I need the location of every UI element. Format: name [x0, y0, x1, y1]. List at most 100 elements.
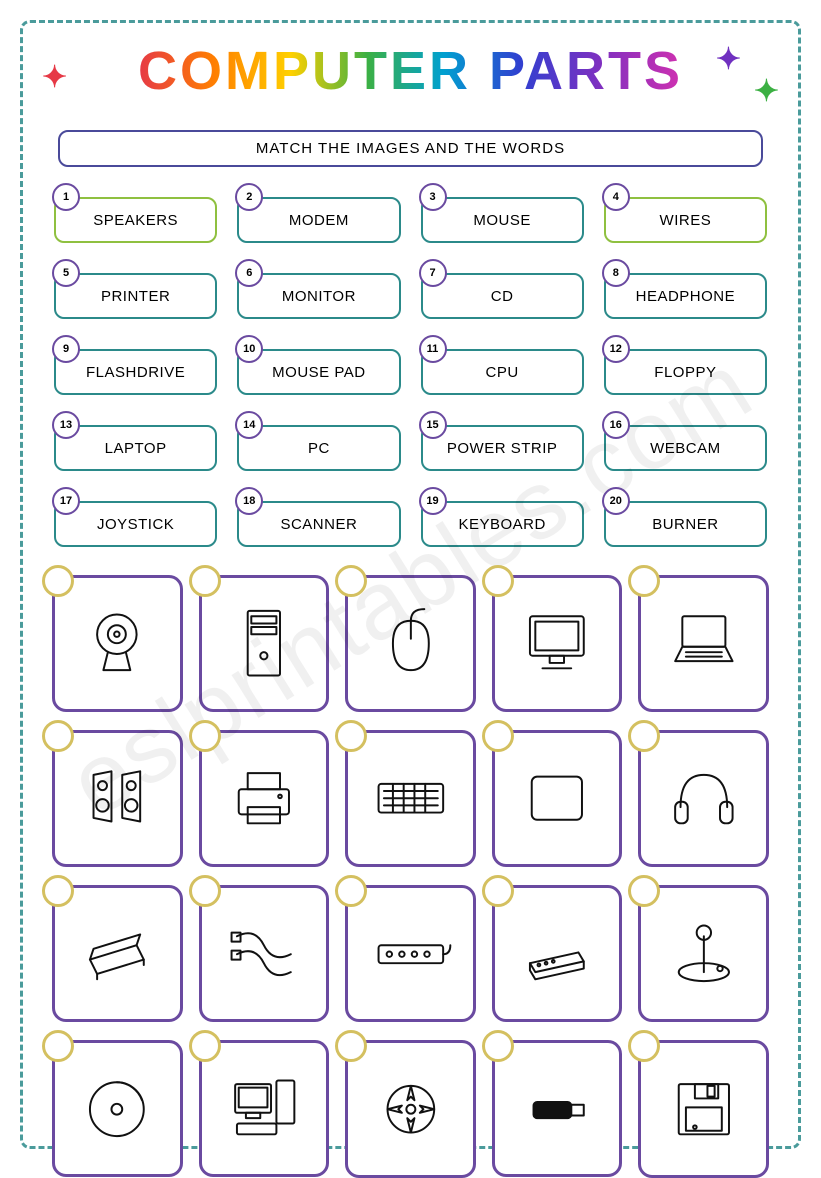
word-box: SCANNER: [237, 501, 400, 547]
number-badge: 5: [52, 259, 80, 287]
answer-badge[interactable]: [482, 720, 514, 752]
word-cell: 18SCANNER: [237, 491, 400, 547]
cd-icon: [52, 1040, 183, 1177]
sparkle-icon: ✦: [42, 60, 67, 95]
images-grid: [48, 575, 773, 1178]
answer-badge[interactable]: [189, 875, 221, 907]
webcam-icon: [52, 575, 183, 712]
image-cell: [199, 730, 330, 867]
burner-icon: [345, 1040, 476, 1177]
word-cell: 7CD: [421, 263, 584, 319]
floppy-icon: [638, 1040, 769, 1177]
number-badge: 8: [602, 259, 630, 287]
printer-icon: [199, 730, 330, 867]
number-badge: 15: [419, 411, 447, 439]
answer-badge[interactable]: [189, 1030, 221, 1062]
answer-badge[interactable]: [42, 720, 74, 752]
word-box: BURNER: [604, 501, 767, 547]
monitor-icon: [492, 575, 623, 712]
image-cell: [52, 730, 183, 867]
word-cell: 17JOYSTICK: [54, 491, 217, 547]
image-cell: [199, 885, 330, 1022]
word-cell: 6MONITOR: [237, 263, 400, 319]
word-box: WIRES: [604, 197, 767, 243]
word-cell: 16WEBCAM: [604, 415, 767, 471]
answer-badge[interactable]: [189, 720, 221, 752]
image-cell: [345, 885, 476, 1022]
word-box: SPEAKERS: [54, 197, 217, 243]
keyboard-icon: [345, 730, 476, 867]
word-cell: 5PRINTER: [54, 263, 217, 319]
number-badge: 19: [419, 487, 447, 515]
page-title: COMPUTER PARTS: [138, 38, 683, 98]
word-box: JOYSTICK: [54, 501, 217, 547]
image-cell: [492, 575, 623, 712]
image-cell: [492, 1040, 623, 1177]
image-cell: [638, 1040, 769, 1177]
word-cell: 19KEYBOARD: [421, 491, 584, 547]
word-box: FLASHDRIVE: [54, 349, 217, 395]
answer-badge[interactable]: [42, 565, 74, 597]
word-cell: 3MOUSE: [421, 187, 584, 243]
number-badge: 12: [602, 335, 630, 363]
speakers-icon: [52, 730, 183, 867]
image-cell: [345, 575, 476, 712]
words-grid: 1SPEAKERS2MODEM3MOUSE4WIRES5PRINTER6MONI…: [48, 187, 773, 547]
number-badge: 3: [419, 183, 447, 211]
mousepad-icon: [492, 730, 623, 867]
word-box: HEADPHONE: [604, 273, 767, 319]
word-cell: 10MOUSE PAD: [237, 339, 400, 395]
word-box: MODEM: [237, 197, 400, 243]
worksheet-page: ✦ COMPUTER PARTS ✦ ✦ MATCH THE IMAGES AN…: [20, 20, 801, 1149]
word-cell: 14PC: [237, 415, 400, 471]
modem-icon: [492, 885, 623, 1022]
number-badge: 16: [602, 411, 630, 439]
answer-badge[interactable]: [482, 565, 514, 597]
word-box: WEBCAM: [604, 425, 767, 471]
joystick-icon: [638, 885, 769, 1022]
flashdrive-icon: [492, 1040, 623, 1177]
image-cell: [492, 730, 623, 867]
image-cell: [52, 885, 183, 1022]
answer-badge[interactable]: [189, 565, 221, 597]
word-cell: 9FLASHDRIVE: [54, 339, 217, 395]
mouse-icon: [345, 575, 476, 712]
word-box: PRINTER: [54, 273, 217, 319]
word-cell: 8HEADPHONE: [604, 263, 767, 319]
word-cell: 4WIRES: [604, 187, 767, 243]
pc-icon: [199, 1040, 330, 1177]
image-cell: [638, 730, 769, 867]
answer-badge[interactable]: [482, 875, 514, 907]
number-badge: 9: [52, 335, 80, 363]
tower-icon: [199, 575, 330, 712]
title-area: ✦ COMPUTER PARTS ✦ ✦: [48, 38, 773, 116]
image-cell: [638, 885, 769, 1022]
headphones-icon: [638, 730, 769, 867]
word-box: LAPTOP: [54, 425, 217, 471]
answer-badge[interactable]: [482, 1030, 514, 1062]
image-cell: [492, 885, 623, 1022]
image-cell: [345, 1040, 476, 1177]
number-badge: 1: [52, 183, 80, 211]
sparkle-icon: ✦: [754, 74, 779, 109]
answer-badge[interactable]: [335, 565, 367, 597]
sparkle-icon: ✦: [716, 42, 741, 77]
word-cell: 20BURNER: [604, 491, 767, 547]
number-badge: 20: [602, 487, 630, 515]
number-badge: 11: [419, 335, 447, 363]
image-cell: [345, 730, 476, 867]
image-cell: [638, 575, 769, 712]
image-cell: [52, 1040, 183, 1177]
wires-icon: [199, 885, 330, 1022]
scanner-icon: [52, 885, 183, 1022]
powerstrip-icon: [345, 885, 476, 1022]
instruction-box: MATCH THE IMAGES AND THE WORDS: [58, 130, 763, 167]
image-cell: [199, 575, 330, 712]
word-box: PC: [237, 425, 400, 471]
word-cell: 1SPEAKERS: [54, 187, 217, 243]
word-box: MOUSE PAD: [237, 349, 400, 395]
laptop-icon: [638, 575, 769, 712]
answer-badge[interactable]: [42, 875, 74, 907]
number-badge: 7: [419, 259, 447, 287]
number-badge: 4: [602, 183, 630, 211]
